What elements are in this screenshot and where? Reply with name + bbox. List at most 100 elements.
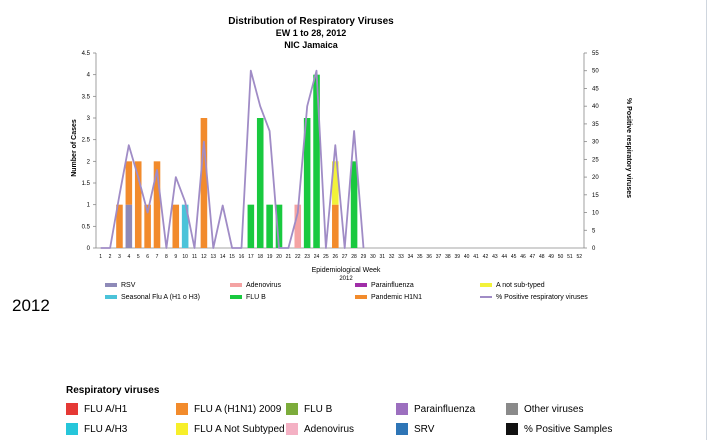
bar-flu-b (266, 204, 273, 248)
x-tick-label: 27 (342, 254, 348, 260)
resp-legend-swatch (396, 423, 408, 435)
bar-pandemic-h1n1 (200, 118, 208, 248)
resp-legend-label: FLU A/H1 (84, 403, 128, 415)
resp-legend-item-parainfluenza: Parainfluenza (396, 403, 475, 415)
resp-legend-item-srv: SRV (396, 423, 434, 435)
x-tick-label: 3 (118, 254, 121, 260)
resp-legend-swatch (396, 403, 408, 415)
bar-flu-b (313, 74, 320, 249)
x-tick-label: 28 (351, 254, 357, 260)
bar-flu-b (350, 161, 358, 248)
x-tick-label: 10 (182, 254, 188, 260)
x-tick-label: 37 (436, 254, 442, 260)
x-tick-label: 12 (201, 254, 207, 260)
resp-legend-swatch (506, 423, 518, 435)
resp-legend-swatch (66, 423, 78, 435)
y2-tick-label: 50 (592, 69, 599, 75)
x-tick-label: 24 (314, 254, 320, 260)
y2-tick-label: 40 (592, 104, 599, 110)
y-tick-label: 2.5 (82, 138, 91, 144)
bar-pandemic-h1n1 (172, 204, 180, 248)
x-tick-label: 46 (520, 254, 526, 260)
x-tick-label: 11 (192, 254, 197, 260)
resp-legend-swatch (66, 403, 78, 415)
y-tick-label: 1 (87, 203, 91, 209)
bar-seasonal-flu-a-h1-o-h3 (181, 204, 189, 248)
x-tick-label: 15 (229, 254, 235, 260)
x-tick-label: 4 (127, 254, 130, 260)
x-tick-label: 39 (455, 254, 461, 260)
resp-legend-item-flu-b: FLU B (286, 403, 332, 415)
x-tick-label: 26 (333, 254, 339, 260)
legend-swatch-pandemic-h1n1 (355, 295, 367, 299)
legend-label-pandemic-h1n1: Pandemic H1N1 (371, 294, 422, 301)
legend-swatch-adenovirus (230, 283, 242, 287)
x-tick-label: 7 (156, 254, 159, 260)
respiratory-legend-title: Respiratory viruses (66, 385, 160, 396)
resp-legend-label: Other viruses (524, 403, 584, 415)
bar-adenovirus (294, 204, 302, 248)
resp-legend-item-flu-a-h1: FLU A/H1 (66, 403, 127, 415)
x-tick-label: 43 (492, 254, 498, 260)
y2-tick-label: 15 (592, 193, 599, 199)
x-tick-label: 45 (511, 254, 517, 260)
bar-pandemic-h1n1 (144, 204, 151, 248)
legend-label-a-not-sub-typed: A not sub-typed (496, 282, 545, 289)
resp-legend-item--positive-samples: % Positive Samples (506, 423, 612, 435)
x-tick-label: 25 (323, 254, 329, 260)
legend-label-flu-b: FLU B (246, 294, 266, 301)
x-tick-label: 23 (304, 254, 310, 260)
y-tick-label: 0.5 (82, 224, 91, 230)
x-tick-label: 19 (267, 254, 273, 260)
bar-pandemic-h1n1 (332, 204, 339, 248)
x-tick-label: 36 (426, 254, 432, 260)
resp-legend-item-flu-a-h1n1-2009: FLU A (H1N1) 2009 (176, 403, 281, 415)
x-tick-label: 30 (370, 254, 376, 260)
y2-tick-label: 25 (592, 157, 599, 163)
x-tick-label: 13 (211, 254, 217, 260)
resp-legend-swatch (506, 403, 518, 415)
resp-legend-swatch (176, 403, 188, 415)
bar-pandemic-h1n1 (153, 161, 161, 248)
y-tick-label: 0 (87, 246, 91, 252)
legend-label-parainfluenza: Parainfluenza (371, 282, 414, 289)
x-tick-label: 1 (99, 254, 102, 260)
y2-tick-label: 35 (592, 122, 599, 128)
x-tick-label: 32 (389, 254, 395, 260)
x-tick-label: 40 (464, 254, 470, 260)
resp-legend-label: FLU B (304, 403, 333, 415)
x-tick-label: 34 (408, 254, 414, 260)
respiratory-legend-grid: FLU A/H1 FLU A (H1N1) 2009 FLU B Parainflue… (66, 403, 706, 443)
year-label: 2012 (12, 296, 50, 315)
x-tick-label: 16 (239, 254, 245, 260)
y-axis-label: Number of Cases (71, 119, 78, 177)
x-tick-label: 44 (501, 254, 507, 260)
right-frame-line (706, 0, 707, 440)
resp-legend-item-adenovirus: Adenovirus (286, 423, 354, 435)
respiratory-viruses-legend: Respiratory viruses FLU A/H1 FLU A (H1N1)… (66, 385, 706, 443)
resp-legend-label: % Positive Samples (524, 423, 613, 435)
y2-tick-label: 30 (592, 140, 599, 146)
y2-tick-label: 0 (592, 246, 596, 252)
x-tick-label: 9 (174, 254, 177, 260)
bar-pandemic-h1n1 (134, 161, 142, 248)
bar-flu-b (275, 204, 283, 248)
bar-a-not-sub-typed (332, 161, 339, 205)
x-tick-label: 14 (220, 254, 226, 260)
legend-swatch-flu-b (230, 295, 242, 299)
resp-legend-label: FLU A (H1N1) 2009 (194, 403, 282, 415)
bar-flu-b (247, 204, 255, 248)
x-tick-label: 2 (109, 254, 112, 260)
x-tick-label: 47 (530, 254, 536, 260)
chart-title: Distribution of Respiratory Viruses (228, 16, 394, 27)
y-tick-label: 2 (87, 159, 91, 165)
x-tick-label: 38 (445, 254, 451, 260)
x-tick-label: 8 (165, 254, 168, 260)
bar-rsv (125, 204, 133, 248)
x-tick-label: 31 (379, 254, 385, 260)
x-tick-label: 18 (257, 254, 263, 260)
legend-label-adenovirus: Adenovirus (246, 282, 282, 289)
y2-tick-label: 20 (592, 175, 599, 181)
x-tick-label: 29 (361, 254, 367, 260)
bar-flu-b (256, 118, 264, 248)
